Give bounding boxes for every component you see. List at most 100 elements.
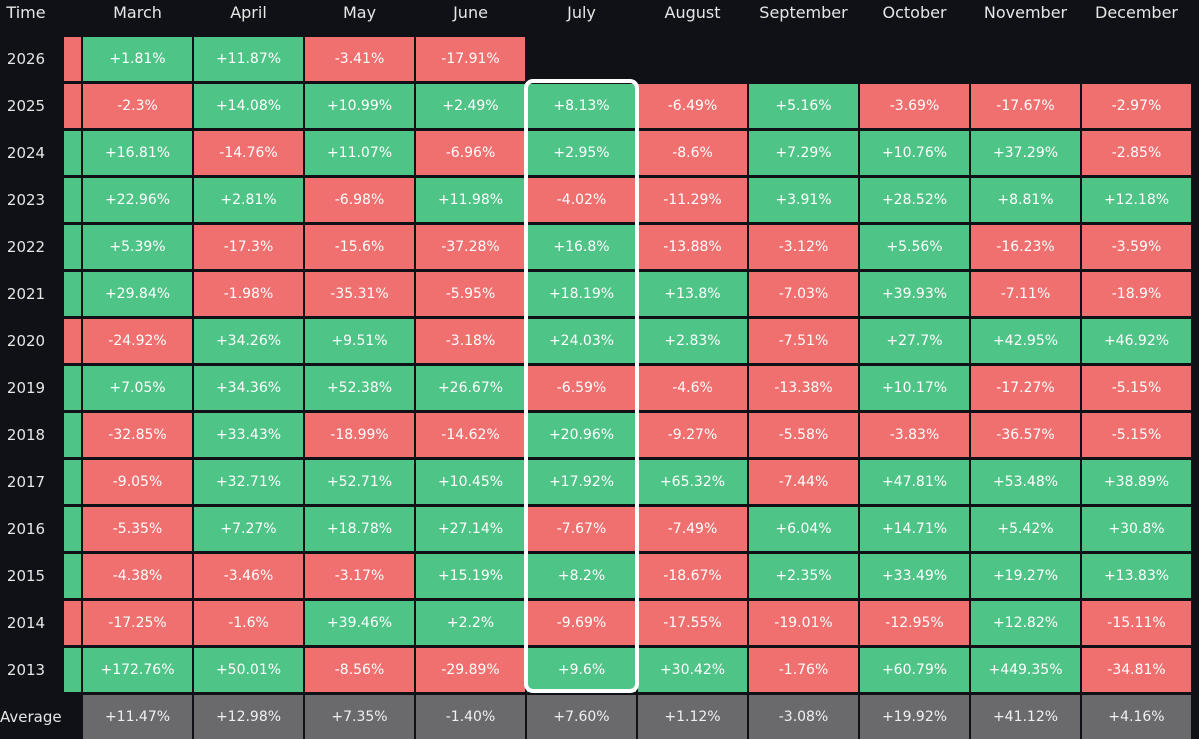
average-cell-april: +12.98% — [194, 695, 303, 739]
return-cell-2021-october: +39.93% — [860, 272, 969, 316]
return-cell-2019-may: +52.38% — [305, 366, 414, 410]
year-label-2014: 2014 — [6, 614, 46, 632]
return-cell-2016-april: +7.27% — [194, 507, 303, 551]
return-cell-2018-june: -14.62% — [416, 413, 525, 457]
column-header-september: September — [759, 3, 848, 22]
year-label-2019: 2019 — [6, 379, 46, 397]
year-label-2021: 2021 — [6, 285, 46, 303]
return-cell-2019-june: +26.67% — [416, 366, 525, 410]
return-cell-2025-november: -17.67% — [971, 84, 1080, 128]
return-cell-2022-may: -15.6% — [305, 225, 414, 269]
return-cell-2014-november: +12.82% — [971, 601, 1080, 645]
prior-month-cell-stub — [64, 413, 81, 457]
average-cell-september: -3.08% — [749, 695, 858, 739]
return-cell-2020-march: -24.92% — [83, 319, 192, 363]
return-cell-2023-august: -11.29% — [638, 178, 747, 222]
return-cell-2019-march: +7.05% — [83, 366, 192, 410]
column-header-august: August — [664, 3, 721, 22]
return-cell-2021-december: -18.9% — [1082, 272, 1191, 316]
return-cell-2025-september: +5.16% — [749, 84, 858, 128]
return-cell-2013-june: -29.89% — [416, 648, 525, 692]
return-cell-2013-april: +50.01% — [194, 648, 303, 692]
return-cell-2019-december: -5.15% — [1082, 366, 1191, 410]
column-header-july: July — [567, 3, 596, 22]
return-cell-2023-may: -6.98% — [305, 178, 414, 222]
return-cell-2022-march: +5.39% — [83, 225, 192, 269]
return-cell-2018-december: -5.15% — [1082, 413, 1191, 457]
return-cell-2020-december: +46.92% — [1082, 319, 1191, 363]
return-cell-2025-december: -2.97% — [1082, 84, 1191, 128]
return-cell-2024-march: +16.81% — [83, 131, 192, 175]
return-cell-2022-august: -13.88% — [638, 225, 747, 269]
return-cell-2019-september: -13.38% — [749, 366, 858, 410]
return-cell-2019-april: +34.36% — [194, 366, 303, 410]
return-cell-2015-may: -3.17% — [305, 554, 414, 598]
return-cell-2015-october: +33.49% — [860, 554, 969, 598]
return-cell-2019-august: -4.6% — [638, 366, 747, 410]
prior-month-cell-stub — [64, 366, 81, 410]
return-cell-2014-april: -1.6% — [194, 601, 303, 645]
return-cell-2021-march: +29.84% — [83, 272, 192, 316]
return-cell-2020-april: +34.26% — [194, 319, 303, 363]
return-cell-2024-august: -8.6% — [638, 131, 747, 175]
return-cell-2023-june: +11.98% — [416, 178, 525, 222]
return-cell-2024-december: -2.85% — [1082, 131, 1191, 175]
return-cell-2018-september: -5.58% — [749, 413, 858, 457]
return-cell-2020-july: +24.03% — [527, 319, 636, 363]
return-cell-2024-june: -6.96% — [416, 131, 525, 175]
prior-month-cell-stub — [64, 601, 81, 645]
return-cell-2021-september: -7.03% — [749, 272, 858, 316]
return-cell-2015-september: +2.35% — [749, 554, 858, 598]
return-cell-2018-march: -32.85% — [83, 413, 192, 457]
return-cell-2025-april: +14.08% — [194, 84, 303, 128]
column-header-november: November — [983, 3, 1068, 22]
return-cell-2025-august: -6.49% — [638, 84, 747, 128]
average-row-label: Average — [0, 708, 62, 726]
return-cell-2020-june: -3.18% — [416, 319, 525, 363]
column-header-october: October — [882, 3, 947, 22]
return-cell-2016-december: +30.8% — [1082, 507, 1191, 551]
return-cell-2016-july: -7.67% — [527, 507, 636, 551]
year-label-2017: 2017 — [6, 473, 46, 491]
return-cell-2015-august: -18.67% — [638, 554, 747, 598]
return-cell-2018-april: +33.43% — [194, 413, 303, 457]
return-cell-2021-july: +18.19% — [527, 272, 636, 316]
column-header-may: May — [342, 3, 377, 22]
return-cell-2024-may: +11.07% — [305, 131, 414, 175]
return-cell-2018-november: -36.57% — [971, 413, 1080, 457]
return-cell-2021-june: -5.95% — [416, 272, 525, 316]
return-cell-2023-july: -4.02% — [527, 178, 636, 222]
return-cell-2022-november: -16.23% — [971, 225, 1080, 269]
return-cell-2017-may: +52.71% — [305, 460, 414, 504]
return-cell-2014-may: +39.46% — [305, 601, 414, 645]
average-cell-october: +19.92% — [860, 695, 969, 739]
return-cell-2017-july: +17.92% — [527, 460, 636, 504]
return-cell-2015-november: +19.27% — [971, 554, 1080, 598]
average-cell-june: -1.40% — [416, 695, 525, 739]
column-header-march: March — [113, 3, 162, 22]
year-label-2026: 2026 — [6, 50, 46, 68]
return-cell-2016-september: +6.04% — [749, 507, 858, 551]
average-cell-december: +4.16% — [1082, 695, 1191, 739]
return-cell-2022-october: +5.56% — [860, 225, 969, 269]
return-cell-2016-october: +14.71% — [860, 507, 969, 551]
corner-label: Time — [6, 3, 46, 22]
return-cell-2017-august: +65.32% — [638, 460, 747, 504]
return-cell-2024-april: -14.76% — [194, 131, 303, 175]
return-cell-2017-october: +47.81% — [860, 460, 969, 504]
return-cell-2017-november: +53.48% — [971, 460, 1080, 504]
return-cell-2024-july: +2.95% — [527, 131, 636, 175]
return-cell-2020-august: +2.83% — [638, 319, 747, 363]
return-cell-2013-march: +172.76% — [83, 648, 192, 692]
return-cell-2023-october: +28.52% — [860, 178, 969, 222]
return-cell-2025-july: +8.13% — [527, 84, 636, 128]
return-cell-2021-may: -35.31% — [305, 272, 414, 316]
return-cell-2019-november: -17.27% — [971, 366, 1080, 410]
return-cell-2014-october: -12.95% — [860, 601, 969, 645]
prior-month-cell-stub — [64, 648, 81, 692]
return-cell-2017-march: -9.05% — [83, 460, 192, 504]
prior-month-cell-stub — [64, 554, 81, 598]
return-cell-2022-june: -37.28% — [416, 225, 525, 269]
return-cell-2017-june: +10.45% — [416, 460, 525, 504]
return-cell-2025-march: -2.3% — [83, 84, 192, 128]
